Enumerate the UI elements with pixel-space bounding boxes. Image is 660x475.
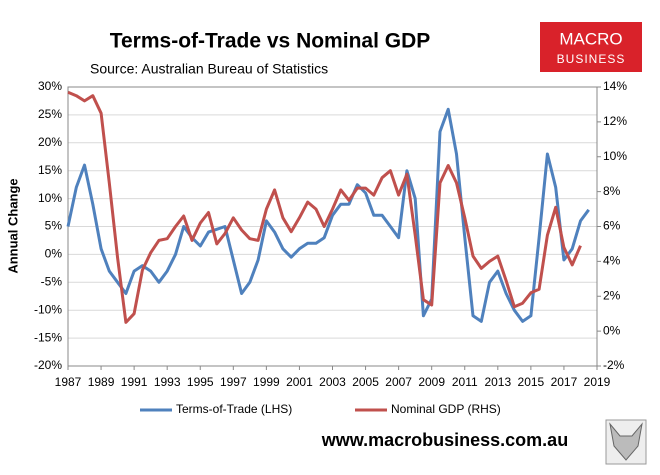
x-tick-label: 1987: [55, 375, 82, 389]
x-tick-label: 1989: [88, 375, 115, 389]
x-tick-label: 2019: [584, 375, 611, 389]
y2-tick-label: 12%: [603, 114, 627, 128]
y-tick-label: 15%: [38, 163, 62, 177]
y-tick-label: 25%: [38, 107, 62, 121]
y2-tick-label: 2%: [603, 288, 621, 302]
logo-box: [540, 22, 642, 72]
logo-text: BUSINESS: [557, 52, 626, 66]
x-tick-label: 2001: [286, 375, 313, 389]
y2-tick-label: -2%: [603, 358, 625, 372]
series-line: [66, 107, 590, 323]
x-tick-label: 2013: [484, 375, 511, 389]
y-tick-label: 5%: [45, 219, 63, 233]
x-tick-label: 1999: [253, 375, 280, 389]
chart-title: Terms-of-Trade vs Nominal GDP: [110, 30, 431, 53]
y-tick-label: -20%: [34, 358, 62, 372]
x-tick-label: 2005: [352, 375, 379, 389]
y-tick-label: 30%: [38, 79, 62, 93]
y-tick-label: -10%: [34, 302, 62, 316]
y-tick-label: 10%: [38, 191, 62, 205]
x-tick-label: 1997: [220, 375, 247, 389]
x-tick-label: 1993: [154, 375, 181, 389]
y2-tick-label: 0%: [603, 323, 621, 337]
x-tick-label: 2007: [385, 375, 412, 389]
logo-text: MACRO: [559, 29, 622, 48]
x-tick-label: 1995: [187, 375, 214, 389]
website: www.macrobusiness.com.au: [321, 430, 568, 450]
chart-subtitle: Source: Australian Bureau of Statistics: [90, 61, 328, 77]
y-tick-label: -5%: [41, 274, 63, 288]
y2-tick-label: 10%: [603, 149, 627, 163]
x-tick-label: 1991: [121, 375, 148, 389]
y2-tick-label: 14%: [603, 79, 627, 93]
legend-label: Nominal GDP (RHS): [391, 402, 501, 416]
y2-tick-label: 8%: [603, 184, 621, 198]
y-tick-label: 20%: [38, 135, 62, 149]
y2-tick-label: 4%: [603, 254, 621, 268]
x-tick-label: 2017: [551, 375, 578, 389]
series-line: [67, 90, 582, 324]
x-tick-label: 2003: [319, 375, 346, 389]
y2-tick-label: 6%: [603, 219, 621, 233]
y-tick-label: -15%: [34, 330, 62, 344]
y-axis-label: Annual Change: [5, 178, 20, 273]
legend-label: Terms-of-Trade (LHS): [176, 402, 292, 416]
x-tick-label: 2015: [518, 375, 545, 389]
wolf-icon: [605, 419, 647, 465]
x-tick-label: 2011: [452, 375, 478, 389]
y-tick-label: 0%: [45, 247, 63, 261]
x-tick-label: 2009: [418, 375, 445, 389]
